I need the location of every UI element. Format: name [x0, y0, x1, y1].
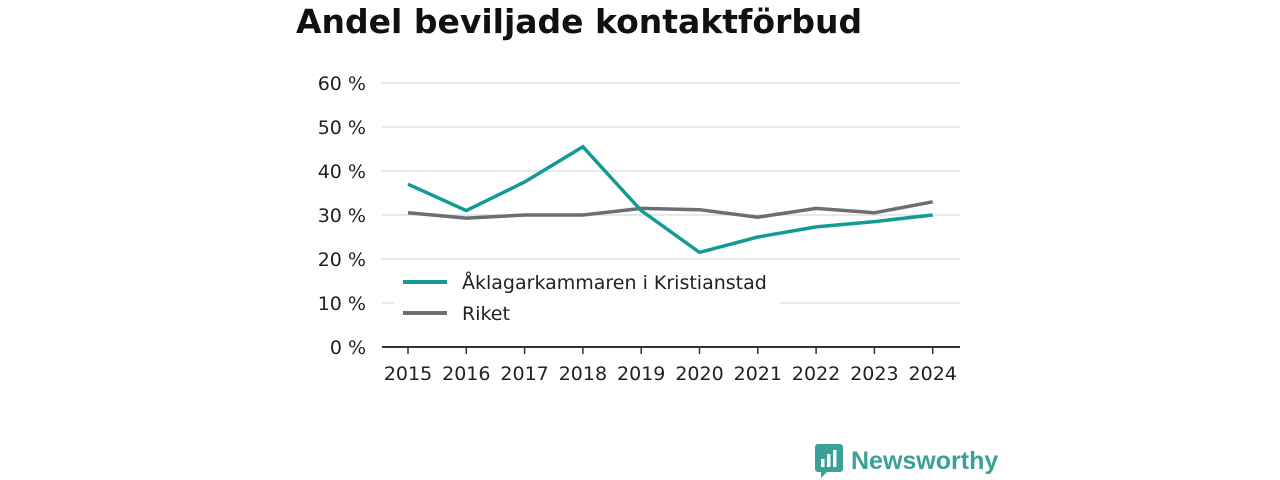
y-tick-label: 20 % [318, 249, 366, 271]
bar-chart-speech-bubble-icon [815, 444, 843, 478]
x-axis [382, 346, 960, 354]
series-line-primary [407, 144, 933, 255]
y-axis-labels: 0 % 10 % 20 % 30 % 40 % 50 % 60 % [318, 73, 366, 359]
y-tick-label: 0 % [330, 337, 366, 359]
legend-background [394, 263, 780, 331]
x-tick-label: 2019 [617, 363, 665, 385]
x-axis-labels: 2015 2016 2017 2018 2019 2020 2021 2022 2023 2024 [384, 363, 957, 385]
y-tick-label: 40 % [318, 161, 366, 183]
x-tick-label: 2021 [734, 363, 782, 385]
legend-box [394, 263, 780, 331]
legend: Åklagarkammaren i Kristianstad Riket [403, 271, 767, 325]
brand-logo: Newsworthy [815, 444, 998, 478]
series-lines [407, 144, 934, 255]
legend-label: Åklagarkammaren i Kristianstad [462, 271, 767, 294]
brand-name: Newsworthy [851, 446, 999, 475]
series-line-secondary [407, 200, 934, 220]
y-tick-label: 60 % [318, 73, 366, 95]
x-tick-label: 2016 [442, 363, 490, 385]
x-tick-label: 2022 [792, 363, 840, 385]
legend-label: Riket [462, 303, 510, 325]
y-tick-label: 50 % [318, 117, 366, 139]
y-tick-label: 30 % [318, 205, 366, 227]
x-tick-label: 2023 [850, 363, 898, 385]
chart-title: Andel beviljade kontaktförbud [296, 2, 863, 41]
x-tick-label: 2018 [559, 363, 607, 385]
x-tick-label: 2020 [675, 363, 723, 385]
x-tick-label: 2015 [384, 363, 432, 385]
y-tick-label: 10 % [318, 293, 366, 315]
x-tick-label: 2017 [500, 363, 548, 385]
x-tick-label: 2024 [909, 363, 957, 385]
